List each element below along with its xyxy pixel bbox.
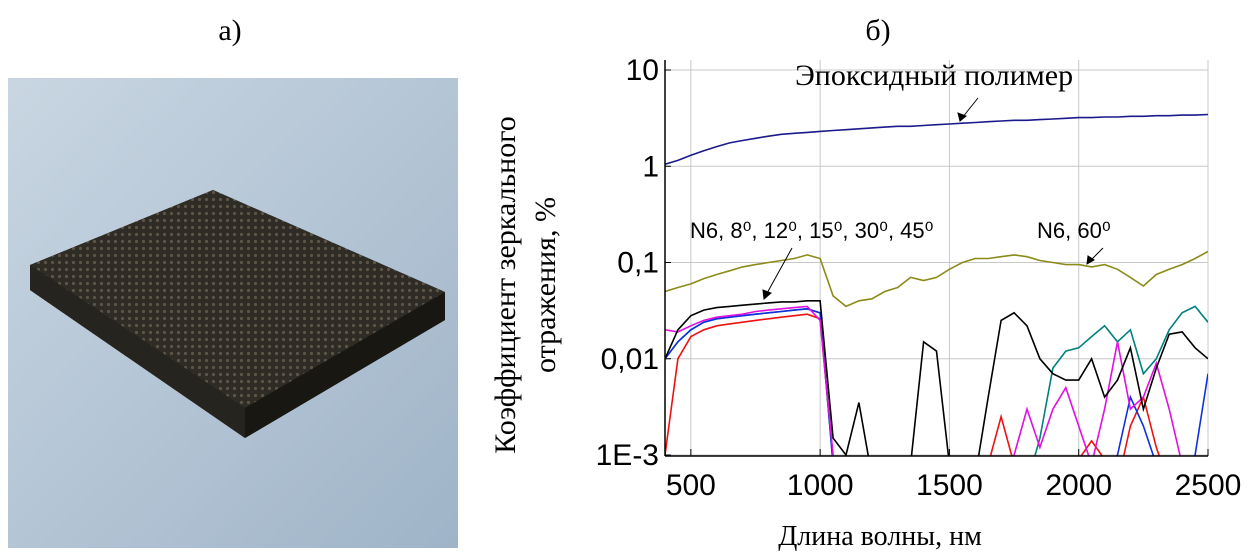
x-tick-label: 1000	[787, 469, 854, 502]
panel-label: б)	[865, 14, 890, 47]
x-tick-label: 500	[666, 469, 716, 502]
y-tick-label: 1	[642, 150, 659, 183]
y-tick-label: 1E-3	[596, 439, 659, 472]
annotation: N6, 60⁰	[1037, 218, 1111, 243]
y-axis-title-line: Коэффициент зеркального	[489, 116, 522, 454]
annotation-arrows	[763, 98, 1103, 299]
series-group	[665, 115, 1208, 494]
y-tick-label: 10	[626, 54, 659, 87]
photo	[8, 78, 458, 548]
x-tick-label: 1500	[916, 469, 983, 502]
y-axis-title: Коэффициент зеркального отражения, %	[489, 116, 562, 454]
series-line	[665, 314, 1208, 484]
x-axis-title: Длина волны, нм	[778, 521, 982, 552]
y-tick-label: 0,01	[601, 343, 659, 376]
figure: а) б) Коэффициент зеркального отражения,…	[0, 0, 1250, 555]
page: а) б) Коэффициент зеркального отражения,…	[0, 0, 1250, 555]
plot-area	[665, 60, 1208, 493]
panel-label: а)	[218, 14, 241, 47]
annotation: Эпоксидный полимер	[795, 59, 1073, 92]
x-tick-label: 2000	[1045, 469, 1112, 502]
y-tick-label: 0,1	[617, 247, 659, 280]
series-line	[665, 301, 1208, 494]
series-line	[665, 252, 1208, 307]
series-line	[665, 115, 1208, 165]
annotation: N6, 8⁰, 12⁰, 15⁰, 30⁰, 45⁰	[690, 218, 934, 243]
series-line	[665, 309, 1208, 484]
x-tick-label: 2500	[1175, 469, 1242, 502]
y-axis-title-line: отражения, %	[529, 197, 562, 373]
series-line	[665, 306, 1208, 484]
